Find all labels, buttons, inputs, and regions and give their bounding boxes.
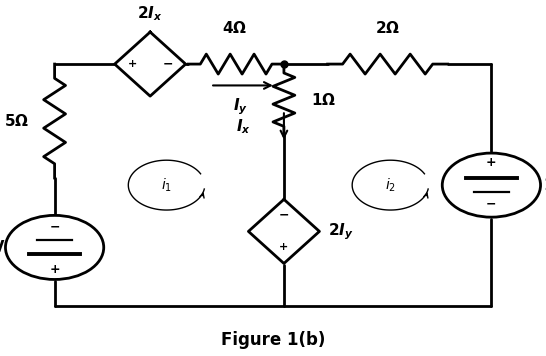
Text: $\bfit{I_y}$: $\bfit{I_y}$ <box>233 96 248 117</box>
Text: −: − <box>163 58 173 70</box>
Text: +: + <box>49 263 60 276</box>
Text: −: − <box>49 221 60 234</box>
Text: −: − <box>278 209 289 222</box>
Text: $i_2$: $i_2$ <box>385 177 396 194</box>
Text: 10V: 10V <box>543 178 546 193</box>
Text: +: + <box>486 156 497 169</box>
Text: Figure 1(b): Figure 1(b) <box>221 331 325 349</box>
Text: +: + <box>128 59 137 69</box>
Text: +: + <box>280 242 288 252</box>
Text: $\bf{2}$$\bfit{I_x}$: $\bf{2}$$\bfit{I_x}$ <box>138 4 163 23</box>
Text: $\bf{4\Omega}$: $\bf{4\Omega}$ <box>222 20 247 36</box>
Text: $i_1$: $i_1$ <box>161 177 172 194</box>
Text: −: − <box>486 198 497 210</box>
Text: $\bf{5\Omega}$: $\bf{5\Omega}$ <box>4 113 29 129</box>
Text: $\bf{1\Omega}$: $\bf{1\Omega}$ <box>311 92 336 108</box>
Text: $\bfit{I_x}$: $\bfit{I_x}$ <box>236 117 251 136</box>
Text: $\bf{2}$$\bfit{I_y}$: $\bf{2}$$\bfit{I_y}$ <box>328 221 353 242</box>
Text: $\bf{2\Omega}$: $\bf{2\Omega}$ <box>375 20 400 36</box>
Text: 5V: 5V <box>0 240 5 255</box>
